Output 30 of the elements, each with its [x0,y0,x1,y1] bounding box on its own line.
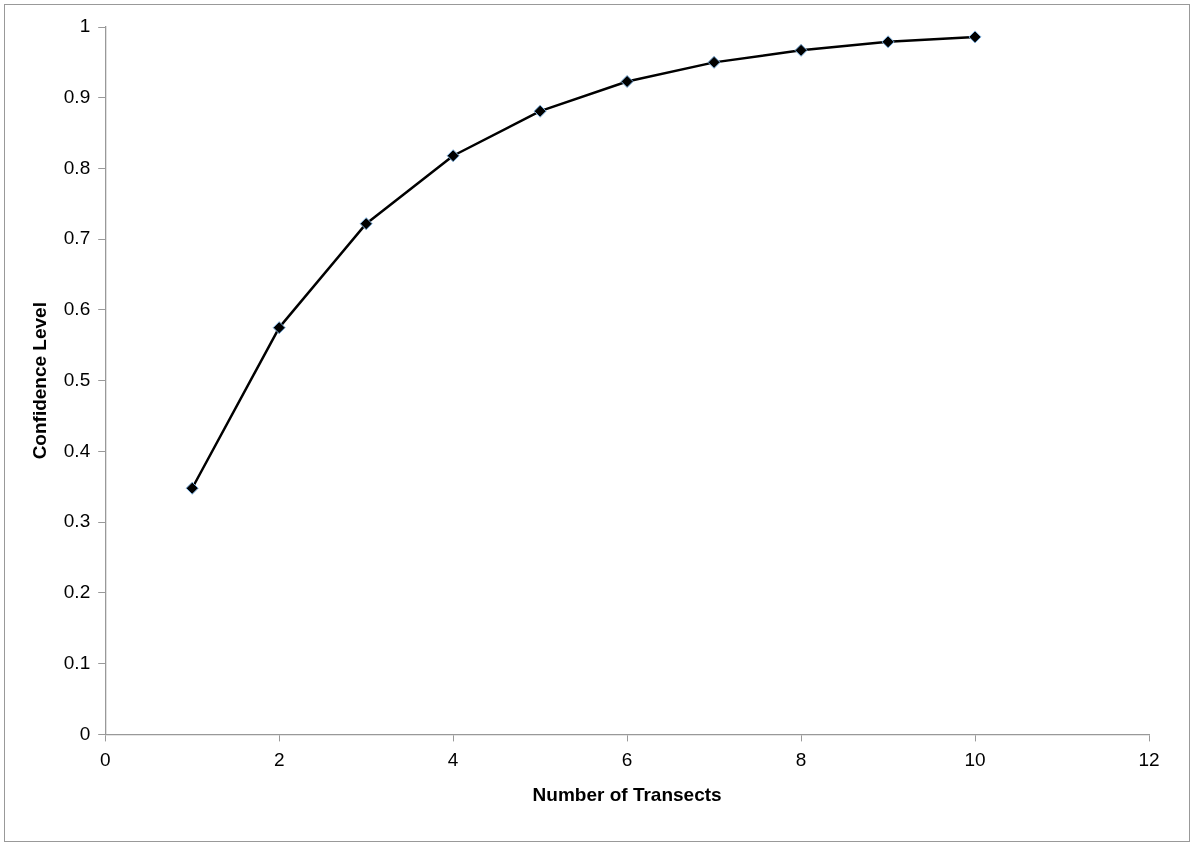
point [359,217,373,231]
x-tick-label: 8 [795,749,807,771]
x-tick-label: 2 [273,749,285,771]
point [446,149,460,163]
y-tick-label: 0.3 [63,510,91,532]
y-axis-title: Confidence Level [28,302,50,460]
point [272,321,286,335]
y-tick-label: 0.2 [63,581,91,603]
y-tick-label: 0.1 [63,651,91,673]
y-tick-label: 0.9 [63,85,91,107]
x-tick-label: 6 [621,749,633,771]
point [185,481,199,495]
y-tick-label: 0 [79,722,91,744]
x-tick-label: 0 [99,749,111,771]
point [620,74,634,88]
y-tick-label: 0.5 [63,368,91,390]
y-tick-label: 0.8 [63,156,91,178]
point [533,104,547,118]
point [707,55,721,69]
x-tick-label: 4 [447,749,459,771]
y-tick-label: 0.7 [63,227,91,249]
point [968,30,982,44]
x-tick-label: 12 [1138,749,1160,771]
y-tick-label: 0.6 [63,298,91,320]
y-tick-label: 1 [79,15,91,37]
y-tick-label: 0.4 [63,439,91,461]
x-tick-label: 10 [964,749,986,771]
point [794,43,808,57]
point [881,35,895,49]
x-axis-title: Number of Transects [532,783,722,805]
